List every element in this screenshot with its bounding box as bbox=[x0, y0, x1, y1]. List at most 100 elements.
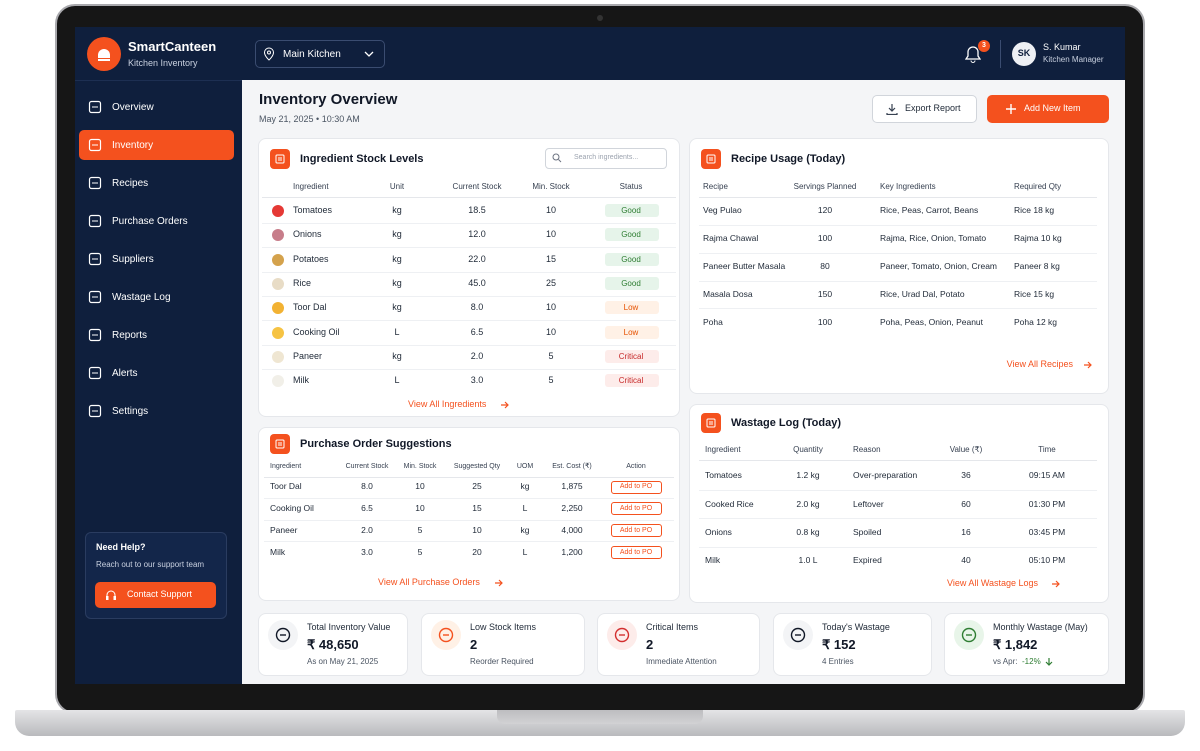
nav-item[interactable] bbox=[79, 168, 234, 198]
stat-change: -12% bbox=[1022, 656, 1041, 666]
table-cell: Spoiled bbox=[853, 527, 882, 538]
status-badge bbox=[605, 301, 659, 315]
table-cell: Rice 18 kg bbox=[1014, 205, 1055, 216]
view-all-link[interactable]: View All Purchase Orders bbox=[378, 577, 480, 588]
table-cell: Milk bbox=[270, 546, 286, 557]
table-cell: 36 bbox=[961, 470, 971, 481]
nav-label[interactable]: Inventory bbox=[112, 139, 154, 151]
search-placeholder[interactable]: Search ingredients... bbox=[574, 154, 639, 162]
nav-item[interactable] bbox=[79, 396, 234, 426]
add-to-po-label[interactable]: Add to PO bbox=[619, 505, 653, 513]
brand-logo-icon bbox=[98, 49, 110, 61]
nav-icon bbox=[88, 366, 102, 380]
food-icon bbox=[272, 277, 284, 290]
add-to-po-label[interactable]: Add to PO bbox=[619, 483, 653, 491]
column-header: Min. Stock bbox=[532, 181, 570, 191]
table-cell: 40 bbox=[961, 555, 971, 566]
table-cell: Rice bbox=[293, 278, 312, 289]
food-icon bbox=[272, 205, 284, 217]
nav-label[interactable]: Suppliers bbox=[112, 253, 154, 265]
table-cell: Critical bbox=[618, 376, 644, 386]
card bbox=[689, 138, 1109, 394]
view-all-link[interactable]: View All Wastage Logs bbox=[947, 578, 1039, 589]
table-cell: Cooking Oil bbox=[293, 326, 340, 337]
column-header: Action bbox=[626, 463, 646, 471]
add-to-po-button[interactable] bbox=[611, 523, 662, 537]
stat-label: Low Stock Items bbox=[470, 622, 537, 633]
status-badge bbox=[605, 349, 659, 363]
food-icon bbox=[272, 253, 284, 266]
nav-active-bg bbox=[79, 130, 234, 160]
row-rule bbox=[699, 308, 1097, 310]
nav-label[interactable]: Wastage Log bbox=[112, 291, 171, 303]
help-button-label[interactable]: Contact Support bbox=[127, 589, 193, 600]
stat-value: 2 bbox=[646, 636, 654, 652]
nav-label[interactable]: Recipes bbox=[112, 177, 149, 189]
notification-count: 3 bbox=[982, 42, 986, 50]
card-icon bbox=[270, 434, 290, 454]
nav-item[interactable] bbox=[79, 320, 234, 350]
add-to-po-label[interactable]: Add to PO bbox=[619, 526, 653, 534]
table-cell: 01:30 PM bbox=[1028, 498, 1066, 509]
table-cell: 03:45 PM bbox=[1028, 527, 1066, 538]
nav-label[interactable]: Settings bbox=[112, 405, 149, 417]
down-arrow-icon bbox=[1045, 658, 1053, 666]
column-header: Time bbox=[1038, 444, 1056, 454]
table-cell: Poha 12 kg bbox=[1014, 316, 1058, 327]
table-cell: kg bbox=[392, 350, 402, 361]
nav-item[interactable] bbox=[79, 130, 234, 160]
stat-value: 2 bbox=[470, 636, 478, 652]
table-cell: L bbox=[394, 375, 400, 386]
table-cell: Tomatoes bbox=[705, 470, 742, 481]
row-rule bbox=[264, 519, 674, 521]
column-header: Status bbox=[619, 181, 643, 191]
table-cell: 2.0 kg bbox=[796, 498, 820, 509]
table-cell: Cooked Rice bbox=[705, 498, 754, 509]
stat-icon bbox=[614, 627, 630, 643]
table-cell: 18.5 bbox=[468, 205, 486, 216]
row-rule bbox=[262, 296, 676, 298]
table-cell: 60 bbox=[961, 498, 971, 509]
view-all-link[interactable]: View All Recipes bbox=[1006, 359, 1073, 370]
user-name: S. Kumar bbox=[1043, 42, 1081, 53]
view-all-link[interactable]: View All Ingredients bbox=[408, 399, 487, 410]
add-to-po-button[interactable] bbox=[611, 545, 662, 559]
nav-label[interactable]: Alerts bbox=[112, 367, 138, 379]
nav-label[interactable]: Reports bbox=[112, 329, 148, 341]
nav-label[interactable]: Purchase Orders bbox=[112, 215, 188, 227]
add-to-po-button[interactable] bbox=[611, 502, 662, 516]
table-cell: 10 bbox=[545, 229, 557, 240]
table-cell: 8.0 bbox=[361, 481, 373, 492]
stat-icon bbox=[790, 627, 806, 643]
table-cell: 5 bbox=[548, 350, 554, 361]
table-cell: Onions bbox=[705, 527, 732, 538]
arrow-icon bbox=[1084, 361, 1092, 369]
location-label[interactable]: Main Kitchen bbox=[283, 48, 341, 60]
stat-icon bbox=[275, 627, 291, 643]
row-rule bbox=[262, 344, 676, 346]
nav-label[interactable]: Overview bbox=[112, 101, 154, 113]
export-label[interactable]: Export Report bbox=[905, 103, 961, 114]
add-to-po-label[interactable]: Add to PO bbox=[619, 548, 653, 556]
column-header: Est. Cost (₹) bbox=[552, 463, 592, 471]
avatar[interactable] bbox=[1012, 42, 1036, 66]
table-cell: 25 bbox=[545, 278, 557, 289]
location-select[interactable] bbox=[255, 40, 385, 68]
table-cell: Milk bbox=[705, 555, 721, 566]
plus-icon bbox=[1006, 104, 1016, 114]
table-cell: 2.0 bbox=[361, 524, 373, 535]
header-rule bbox=[262, 197, 676, 198]
table-cell: 5 bbox=[417, 546, 423, 557]
nav-item[interactable] bbox=[79, 358, 234, 388]
card-icon-glyph bbox=[706, 154, 716, 164]
add-label[interactable]: Add New Item bbox=[1024, 103, 1081, 114]
column-header: Ingredient bbox=[293, 181, 329, 191]
nav-item[interactable] bbox=[79, 92, 234, 122]
stat-sub: Immediate Attention bbox=[646, 656, 717, 666]
table-cell: Toor Dal bbox=[270, 481, 302, 492]
search-box[interactable] bbox=[545, 148, 667, 169]
add-to-po-button[interactable] bbox=[611, 480, 662, 494]
column-header: Ingredient bbox=[705, 444, 741, 454]
nav-item[interactable] bbox=[79, 244, 234, 274]
